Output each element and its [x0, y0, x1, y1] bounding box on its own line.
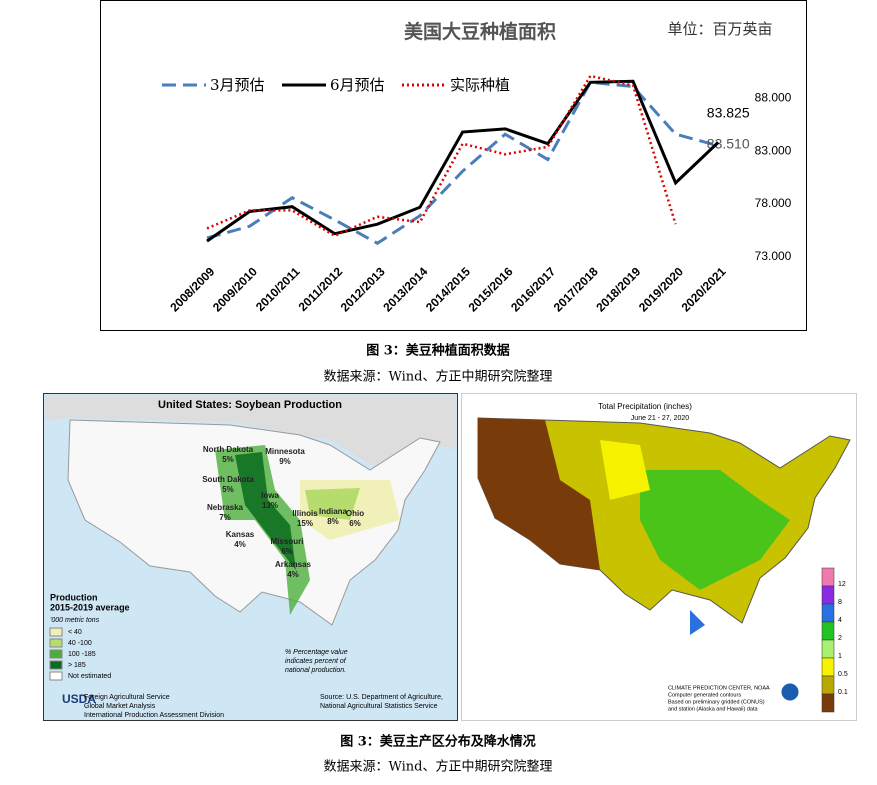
- legend-label: Not estimated: [68, 673, 111, 680]
- state-label: Indiana: [319, 507, 348, 516]
- legend-swatch: [49, 627, 63, 637]
- credit: Based on preliminary gridded (CONUS): [668, 699, 765, 705]
- agency: International Production Assessment Divi…: [84, 712, 224, 719]
- legend-label: 6月预估: [330, 76, 385, 94]
- state-label: Nebraska: [207, 503, 244, 512]
- legend-swatch: [49, 649, 63, 659]
- wet-area: [640, 470, 790, 590]
- state-label: 6%: [349, 519, 361, 528]
- dry-area: [478, 418, 600, 570]
- legend-swatch: [821, 657, 835, 677]
- state-label: Illinois: [292, 509, 318, 518]
- legend-label: 0.5: [838, 671, 848, 678]
- chart-frame: [100, 0, 807, 331]
- state-label: 9%: [279, 457, 291, 466]
- state-label: North Dakota: [203, 445, 254, 454]
- legend-label: 8: [838, 599, 842, 606]
- legend-swatch: [49, 660, 63, 670]
- legend-swatch: [821, 621, 835, 641]
- chart-title: 美国大豆种植面积: [404, 20, 556, 43]
- note: national production.: [285, 667, 346, 674]
- us-land: [67, 419, 441, 626]
- caption: 图 3：美豆主产区分布及降水情况: [340, 734, 536, 750]
- legend-swatch: [821, 693, 835, 713]
- y-tick-label: 83.000: [755, 143, 792, 157]
- legend-swatch: [821, 639, 835, 659]
- map-subtitle: June 21 - 27, 2020: [631, 415, 689, 422]
- state-label: 5%: [222, 485, 234, 494]
- legend-label: 4: [838, 617, 842, 624]
- state-label: Arkansas: [275, 560, 312, 569]
- credit: Computer generated contours: [668, 692, 741, 698]
- moderate-area: [600, 440, 650, 500]
- source: 数据来源：Wind、方正中期研究院整理: [324, 369, 553, 385]
- note: % Percentage value: [285, 649, 348, 656]
- map-source: Source: U.S. Department of Agriculture,: [320, 694, 443, 701]
- state-label: 7%: [219, 513, 231, 522]
- agency: Global Market Analysis: [84, 703, 156, 710]
- legend-label: 2: [838, 635, 842, 642]
- state-label: Iowa: [261, 491, 279, 500]
- agency: Foreign Agricultural Service: [84, 694, 170, 701]
- credit: and station (Alaska and Hawaii) data: [668, 706, 759, 712]
- source: 数据来源：Wind、方正中期研究院整理: [324, 759, 553, 775]
- y-tick-label: 73.000: [755, 249, 792, 263]
- legend-swatch: [821, 567, 835, 587]
- state-label: 8%: [327, 517, 339, 526]
- legend-swatch: [821, 585, 835, 605]
- production-area: [215, 445, 310, 615]
- production-core: [235, 452, 296, 570]
- map-source: National Agricultural Statistics Service: [320, 703, 438, 710]
- y-tick-label: 88.000: [755, 90, 792, 104]
- noaa-logo: [780, 682, 800, 702]
- legend-label: 40 -100: [68, 640, 92, 647]
- y-tick-label: 78.000: [755, 196, 792, 210]
- state-label: South Dakota: [202, 475, 254, 484]
- state-label: Kansas: [226, 530, 255, 539]
- canada: [45, 395, 456, 470]
- value-label: 83.825: [707, 105, 750, 121]
- legend-swatch: [821, 675, 835, 695]
- state-label: Ohio: [346, 509, 364, 518]
- heavy-area: [690, 610, 705, 635]
- state-label: Missouri: [271, 537, 304, 546]
- legend-label: 1: [838, 653, 842, 660]
- credit: CLIMATE PREDICTION CENTER, NOAA: [668, 685, 770, 691]
- legend-label: < 40: [68, 629, 82, 636]
- map-title: United States: Soybean Production: [158, 399, 342, 411]
- state-label: 15%: [297, 519, 313, 528]
- legend-label: 0.1: [838, 689, 848, 696]
- series-line: [206, 74, 677, 238]
- map-title: Total Precipitation (inches): [598, 402, 692, 411]
- legend-subtitle: 2015-2019 average: [50, 602, 130, 612]
- legend-swatch: [49, 671, 63, 681]
- legend-bg: [46, 590, 166, 690]
- state-label: Minnesota: [265, 447, 305, 456]
- value-label: 83.510: [707, 136, 750, 152]
- legend-label: > 185: [68, 662, 86, 669]
- unit-note: 单位：百万英亩: [667, 20, 772, 38]
- legend-title: Production: [50, 592, 98, 602]
- caption: 图 3：美豆种植面积数据: [366, 343, 510, 359]
- legend-label: 12: [838, 581, 846, 588]
- state-label: 4%: [234, 540, 246, 549]
- state-label: 6%: [281, 547, 293, 556]
- legend-label: 100 -185: [68, 651, 96, 658]
- production-mid: [305, 488, 360, 520]
- legend-label: 3月预估: [210, 76, 265, 94]
- legend-swatch: [49, 638, 63, 648]
- note: indicates percent of: [285, 658, 347, 665]
- series-line: [206, 79, 720, 243]
- state-label: 5%: [222, 455, 234, 464]
- legend-unit: '000 metric tons: [50, 617, 100, 624]
- series-line: [206, 80, 719, 245]
- state-label: 13%: [262, 501, 278, 510]
- usda-logo: USDA: [62, 692, 96, 706]
- state-label: 4%: [287, 570, 299, 579]
- legend-swatch: [821, 603, 835, 623]
- legend-label: 实际种植: [450, 76, 510, 94]
